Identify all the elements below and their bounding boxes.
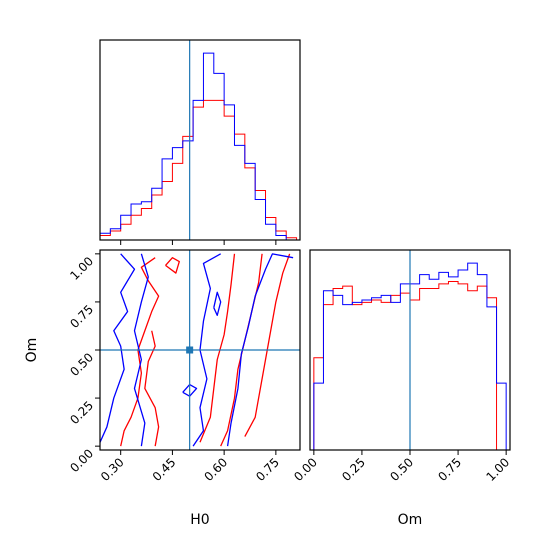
om-marginal-histogram: 0.00 0.25 0.50 0.75 1.00 bbox=[291, 249, 512, 484]
y-axis-label-om: Om bbox=[24, 338, 40, 363]
x-axis-label-om: Om bbox=[398, 512, 423, 528]
om-hist-frame bbox=[309, 249, 511, 451]
contour-y-tick-label-1: 0.25 bbox=[67, 398, 96, 427]
contour-x-tick-label-3: 0.75 bbox=[253, 455, 282, 484]
contour-y-tick-label-4: 1.00 bbox=[67, 254, 96, 283]
x-axis-label-h0: H0 bbox=[190, 512, 209, 528]
h0-hist-frame bbox=[99, 39, 301, 241]
h0-hist-histogram-step-series-0 bbox=[99, 99, 298, 240]
om-hist-histogram-step-series-0 bbox=[313, 281, 507, 451]
contour-x-tick-label-0: 0.30 bbox=[98, 455, 127, 484]
h0-marginal-histogram bbox=[99, 39, 301, 245]
contour-series-1-line-5 bbox=[213, 291, 222, 317]
contour-frame bbox=[99, 249, 301, 451]
om-hist-x-tick-label-3: 0.75 bbox=[435, 455, 464, 484]
om-hist-x-tick-label-4: 1.00 bbox=[483, 455, 512, 484]
contour-series-0-line-5 bbox=[244, 253, 291, 437]
contour-x-tick-label-1: 0.45 bbox=[150, 455, 179, 484]
contour-truth-marker bbox=[186, 346, 194, 354]
h0-om-contour-panel: 0.30 0.45 0.60 0.75 0.00 0.25 0.50 0.75 1.00 bbox=[67, 249, 301, 484]
contour-series-0-line-0 bbox=[120, 257, 160, 447]
om-hist-x-tick-label-1: 0.25 bbox=[339, 455, 368, 484]
h0-hist-histogram-step-series-1 bbox=[99, 52, 297, 241]
om-hist-x-tick-label-0: 0.00 bbox=[291, 455, 320, 484]
om-hist-x-tick-label-2: 0.50 bbox=[387, 455, 416, 484]
contour-series-1-line-4 bbox=[182, 383, 198, 397]
contour-y-tick-label-0: 0.00 bbox=[67, 446, 96, 475]
contour-series-0-line-1 bbox=[144, 330, 160, 447]
contour-series-1-line-1 bbox=[133, 253, 149, 447]
contour-x-tick-label-2: 0.60 bbox=[201, 455, 230, 484]
contour-series-0-line-4 bbox=[199, 253, 236, 443]
contour-series-0-line-2 bbox=[165, 257, 180, 274]
contour-series-1-line-0 bbox=[100, 253, 136, 443]
contour-y-tick-label-2: 0.50 bbox=[67, 350, 96, 379]
contour-y-tick-label-3: 0.75 bbox=[67, 302, 96, 331]
contour-series-1-line-3 bbox=[226, 253, 294, 447]
